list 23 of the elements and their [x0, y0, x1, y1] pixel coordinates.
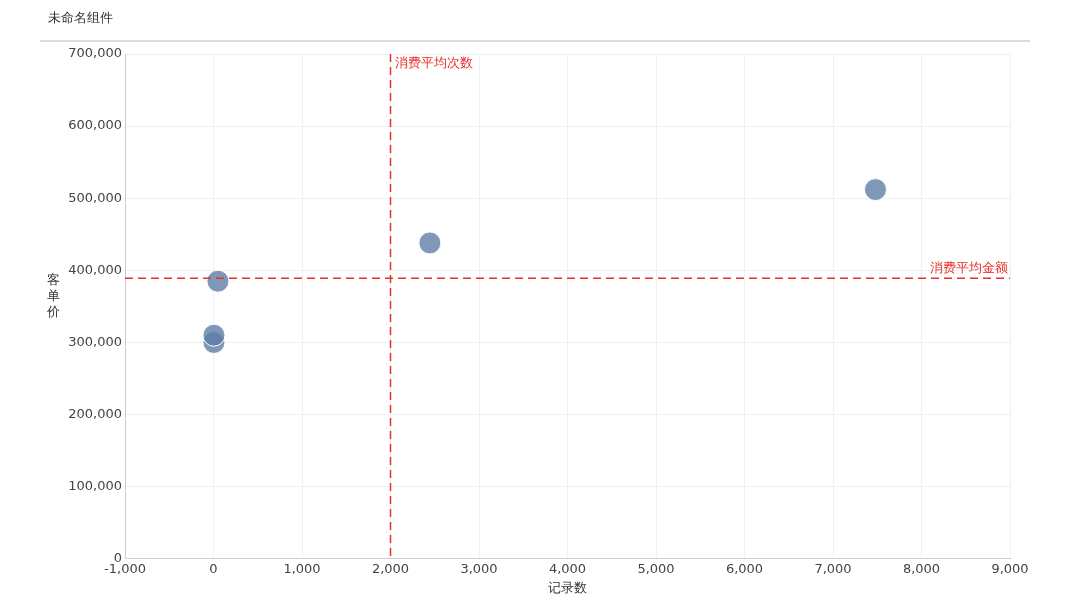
x-tick-label: 7,000	[814, 560, 852, 576]
x-tick-label: 1,000	[283, 560, 321, 576]
y-tick-label: 400,000	[68, 261, 122, 277]
x-tick-label: 2,000	[371, 560, 410, 576]
x-tick-label: 9,000	[991, 560, 1029, 576]
x-tick-label: 5,000	[637, 560, 675, 576]
x-tick-label: 8,000	[902, 560, 941, 576]
y-tick-label: 100,000	[68, 478, 122, 494]
x-axis-title: 记录数	[548, 579, 587, 595]
y-tick-label: 600,000	[68, 117, 122, 133]
y-tick-label: 500,000	[68, 189, 122, 205]
ref-line-label: 消费平均金额	[930, 260, 1008, 276]
x-tick-label: 4,000	[548, 560, 587, 576]
x-tick-label: 0	[209, 560, 218, 576]
y-tick-label: 700,000	[68, 45, 122, 61]
y-tick-label: 300,000	[68, 333, 122, 349]
chart-title: 未命名组件	[48, 9, 113, 27]
y-tick-label: 0	[113, 550, 122, 566]
ref-line-label: 消费平均次数	[394, 54, 473, 70]
y-axis-title: 客单价	[47, 272, 61, 320]
y-tick-label: 200,000	[68, 405, 122, 421]
x-tick-label: 3,000	[460, 560, 498, 576]
x-tick-label: 6,000	[725, 560, 764, 576]
